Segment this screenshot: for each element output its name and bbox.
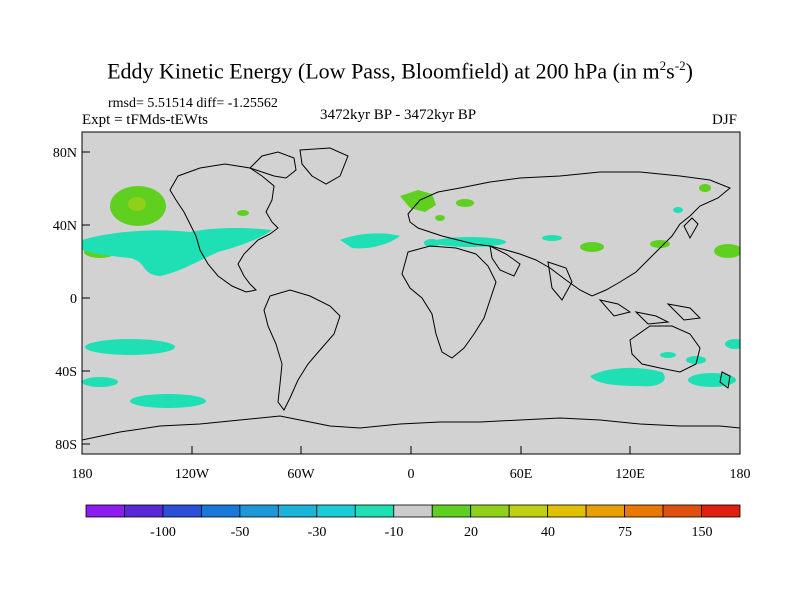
lon-label-60e: 60E [510,467,533,482]
coastlines [82,147,740,441]
lon-axis: 180 120W 60W 0 60E 120E 180 [72,446,751,482]
greenland [299,147,349,185]
stats-text: rmsd= 5.51514 diff= -1.25562 [108,96,278,111]
colorbar-label: 20 [464,525,478,540]
anomaly-negative [130,394,206,408]
plot-title: Eddy Kinetic Energy (Low Pass, Bloomfiel… [107,58,693,84]
colorbar-swatch [508,504,549,518]
arabia [489,245,521,277]
season-label: DJF [712,112,738,128]
colorbar-swatch [354,504,395,518]
colorbar-swatch [431,504,472,518]
anomaly-negative [85,339,175,355]
indonesia-islands [598,299,632,317]
anomaly-negative-indian [590,367,665,387]
lat-label-0: 0 [70,292,77,307]
indonesia-islands [634,311,670,325]
anomaly-negative [660,352,676,358]
colorbar-swatch [201,504,241,518]
colorbar-swatch [624,504,664,518]
anomaly-negative [542,235,562,241]
antarctica [82,415,740,441]
anomaly-positive [714,244,740,258]
new-guinea [666,303,702,321]
anomaly-negative [673,207,683,213]
colorbar-swatch [162,504,202,518]
lon-label-120e: 120E [615,467,645,482]
colorbar [85,504,741,518]
australia [629,325,701,373]
anomaly-positive [237,210,249,216]
india [547,261,573,301]
lon-label-180e: 180 [730,467,751,482]
colorbar-swatch [277,504,318,518]
colorbar-swatch [547,504,587,518]
lat-axis: 80N 40N 0 40S 80S [53,146,90,453]
colorbar-swatch [701,504,741,518]
anomaly-negative [82,377,118,387]
colorbar-swatch [585,504,625,518]
anomaly-positive [650,240,670,248]
south-america [263,289,341,411]
arctic-islands [249,151,297,179]
colorbar-label: 150 [692,525,713,540]
experiment-label: Expt = tFMds-tEWts [82,112,208,128]
north-america [169,163,279,293]
lat-label-40s: 40S [55,365,77,380]
anomaly-negative [686,356,706,364]
anomaly-positive-europe [400,190,436,212]
anomaly-negative-atlantic [340,233,400,249]
anomaly-negative [688,373,736,387]
colorbar-swatch [316,504,356,518]
colorbar-swatch [662,504,702,518]
colorbar-label: 40 [541,525,555,540]
colorbar-swatch [470,504,510,518]
colorbar-label: -50 [231,525,250,540]
africa [401,245,497,359]
lat-label-80s: 80S [55,438,77,453]
eurasia [407,171,731,297]
anomaly-negative [424,239,440,247]
lat-label-80n: 80N [53,146,77,161]
japan [683,217,699,240]
anomaly-positive [580,242,604,252]
new-zealand [719,371,731,389]
period-label: 3472kyr BP - 3472kyr BP [320,107,477,123]
anomaly-positive [699,184,711,192]
colorbar-label: 75 [618,525,632,540]
lon-label-0: 0 [408,467,415,482]
anomaly-positive-core [128,197,146,211]
lat-label-40n: 40N [53,219,77,234]
colorbar-label: -100 [150,525,176,540]
anomaly-negative [434,237,506,247]
lon-label-60w: 60W [287,467,315,482]
colorbar-swatch [85,504,125,518]
anomaly-negative-pacific [82,228,272,276]
colorbar-label: -10 [385,525,404,540]
lon-label-120w: 120W [175,467,210,482]
colorbar-label: -30 [308,525,327,540]
colorbar-labels: -100 -50 -30 -10 20 40 75 150 [150,525,712,540]
anomaly-positive [456,199,474,207]
anomaly-fields [82,184,740,408]
colorbar-swatch [393,504,433,518]
colorbar-swatch [239,504,279,518]
colorbar-swatch [124,504,164,518]
anomaly-negative [725,339,740,349]
lon-label-180w: 180 [72,467,93,482]
anomaly-positive [435,215,445,221]
